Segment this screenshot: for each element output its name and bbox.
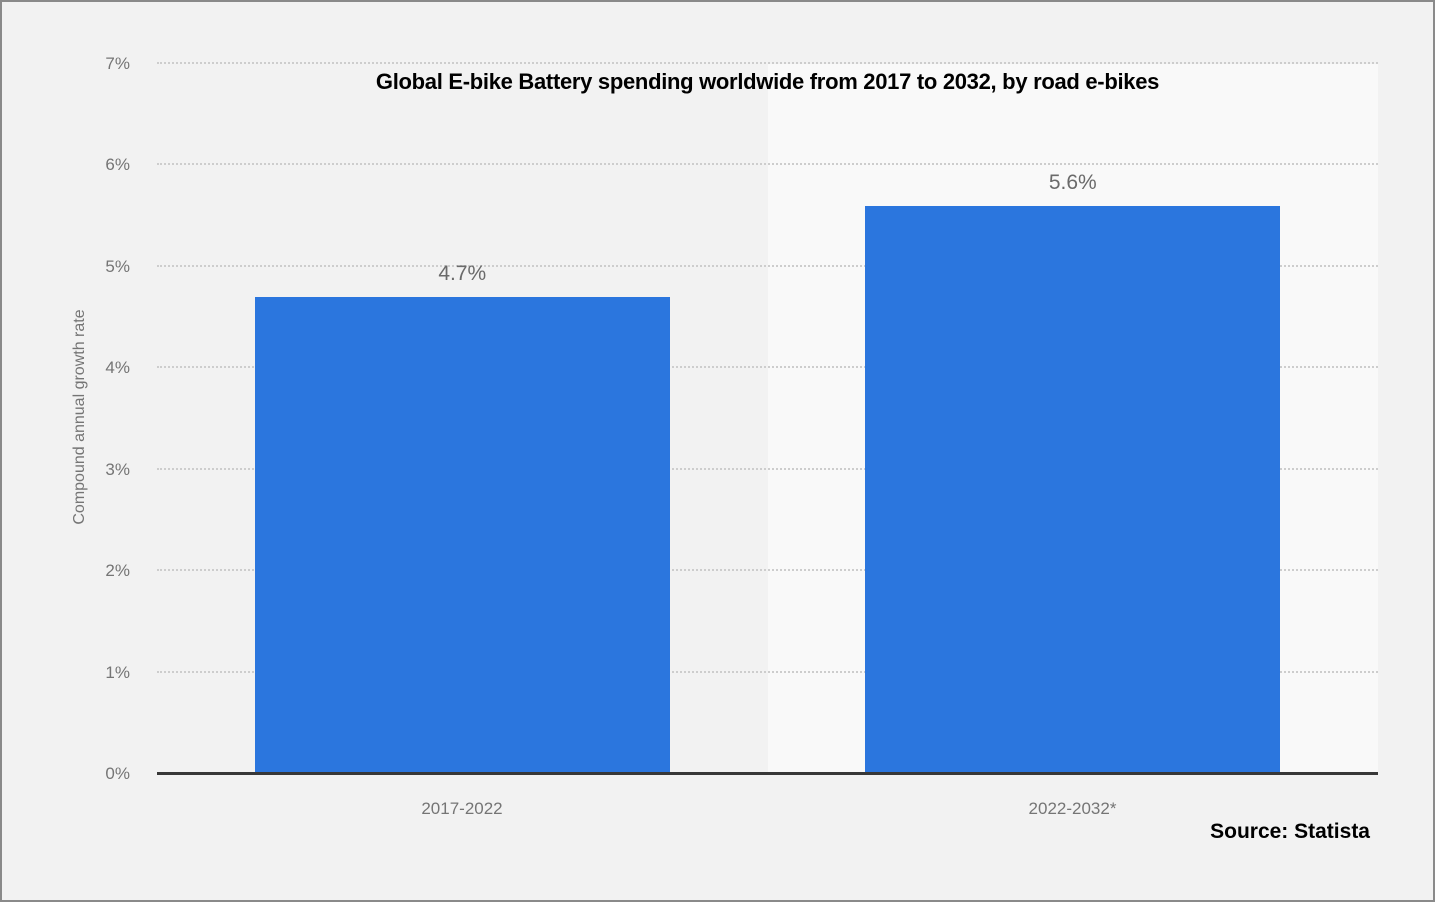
- y-tick-label: 5%: [105, 256, 130, 276]
- y-tick-label: 7%: [105, 54, 130, 73]
- gridline: [157, 569, 1378, 572]
- y-tick-label: 4%: [105, 358, 130, 378]
- bar-value-label: 5.6%: [1048, 171, 1097, 194]
- y-tick-label: 6%: [105, 155, 130, 175]
- y-axis-title: Compound annual growth rate: [71, 309, 88, 525]
- y-tick-label: 1%: [105, 662, 130, 682]
- gridline: [157, 467, 1378, 470]
- bar: [254, 297, 670, 774]
- gridline: [157, 670, 1378, 673]
- gridline: [157, 366, 1378, 369]
- x-axis-line: [157, 772, 1378, 775]
- y-tick-label: 2%: [105, 561, 130, 581]
- bar: [865, 206, 1281, 774]
- category-slot: 5.6%: [768, 64, 1379, 774]
- y-tick-label: 3%: [105, 459, 130, 479]
- x-category-label: 2017-2022: [421, 799, 503, 818]
- chart-title: Global E-bike Battery spending worldwide…: [375, 69, 1160, 94]
- category-slot: 4.7%: [157, 64, 768, 774]
- plot-area: 4.7% 5.6%: [157, 62, 1379, 775]
- gridline: [157, 264, 1378, 267]
- bar-value-label: 4.7%: [438, 262, 487, 286]
- gridline: [157, 62, 1378, 64]
- gridline: [157, 163, 1378, 166]
- source-label: Source: Statista: [1210, 820, 1370, 843]
- y-tick-label: 0%: [105, 764, 130, 783]
- x-category-label: 2022-2032*: [1028, 799, 1117, 818]
